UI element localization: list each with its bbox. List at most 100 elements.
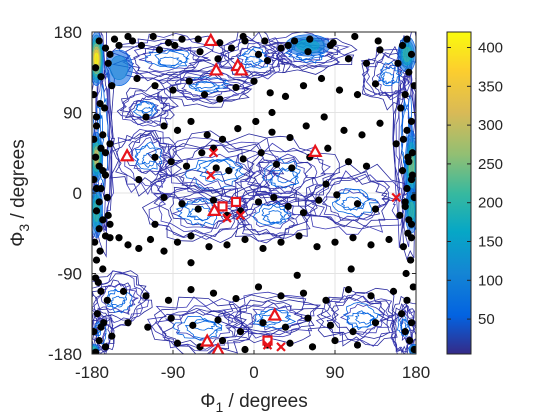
data-point-circle (160, 247, 168, 255)
data-point-circle (96, 99, 104, 108)
data-point-circle (367, 241, 375, 249)
contour-line (141, 169, 250, 244)
data-point-circle (252, 117, 260, 126)
data-point-circle (108, 332, 116, 340)
data-point-circle (164, 39, 173, 47)
data-point-circle (97, 287, 105, 295)
data-point-circle (333, 191, 341, 199)
contour-line (339, 303, 385, 334)
data-point-circle (187, 259, 195, 267)
data-point-circle (171, 41, 179, 50)
contour-line (134, 141, 163, 171)
data-point-circle (209, 289, 218, 297)
data-point-circle (284, 202, 292, 211)
data-point-circle (223, 241, 231, 249)
data-point-circle (164, 296, 173, 304)
data-point-triangle (234, 62, 249, 76)
data-point-circle (322, 296, 330, 304)
data-point-circle (232, 294, 240, 303)
data-point-circle (398, 167, 407, 175)
data-point-circle (261, 37, 269, 45)
data-point-circle (407, 256, 415, 264)
data-point-circle (277, 292, 285, 300)
contour-line (252, 201, 292, 226)
data-point-circle (401, 328, 409, 336)
contour-line (134, 144, 157, 165)
contour-line (148, 176, 255, 240)
contour-line (331, 294, 394, 338)
data-point-circle (92, 207, 101, 215)
contour-line (354, 311, 376, 325)
data-point-circle (173, 126, 182, 134)
data-point-circle (92, 122, 101, 130)
data-point-circle (239, 155, 247, 163)
data-point-circle (137, 41, 146, 50)
data-point-circle (187, 117, 195, 126)
data-point-circle (293, 271, 301, 279)
y-tick-label: 90 (63, 104, 82, 123)
data-point-circle (277, 44, 285, 52)
data-point-x (222, 213, 232, 223)
data-point-circle (225, 167, 233, 175)
contour-line (380, 65, 400, 85)
data-point-circle (218, 336, 227, 345)
data-point-circle (216, 39, 224, 47)
data-point-circle (344, 158, 353, 166)
contour-line (157, 307, 251, 354)
data-point-circle (403, 296, 411, 304)
data-point-circle (101, 343, 110, 351)
data-point-circle (146, 235, 155, 244)
data-point-circle (103, 296, 111, 304)
data-point-circle (194, 35, 202, 43)
contour-line (237, 48, 272, 69)
data-point-triangle (208, 62, 224, 76)
data-point-circle (101, 104, 109, 112)
x-stroke (262, 340, 273, 350)
data-point-circle (315, 196, 323, 204)
data-point-circle (392, 140, 400, 148)
contour-line (331, 188, 379, 218)
x-tick-label: -180 (75, 363, 109, 382)
contour-line (147, 296, 253, 352)
y-axis-subscript: 3 (16, 224, 32, 232)
contour-line (119, 90, 169, 121)
data-point-circle (93, 310, 101, 318)
data-point-circle (216, 95, 224, 103)
data-point-circle (344, 55, 353, 63)
contour-line (169, 186, 239, 229)
data-point-circle (259, 319, 267, 327)
data-point-circle (349, 234, 357, 242)
data-point-circle (277, 238, 285, 246)
contour-line (230, 45, 278, 77)
data-point-circle (405, 216, 413, 224)
data-point-circle (95, 225, 103, 233)
x-tick-label: 90 (326, 363, 345, 382)
data-point-circle (92, 91, 98, 99)
data-point-circle (401, 198, 409, 206)
data-point-square (230, 196, 242, 208)
data-point-circle (227, 44, 236, 52)
data-point-circle (351, 32, 359, 41)
data-point-circle (302, 122, 310, 130)
x-stroke (206, 170, 216, 180)
data-point-circle (299, 82, 308, 90)
contour-line (157, 137, 281, 210)
contour-hotspot (109, 55, 129, 81)
data-point-circle (374, 37, 382, 45)
data-point-circle (212, 164, 220, 172)
data-point-circle (268, 128, 276, 136)
contour-line (392, 307, 413, 352)
contour-line (100, 283, 139, 314)
data-point-circle (399, 243, 407, 251)
contour-line (183, 198, 219, 221)
x-stroke (391, 192, 401, 203)
contour-line (144, 49, 190, 69)
contour-line (179, 153, 257, 196)
data-point-circle (101, 171, 110, 179)
data-point-circle (209, 196, 218, 204)
data-point-circle (160, 193, 168, 202)
contour-line (264, 210, 284, 224)
data-point-circle (239, 32, 247, 41)
data-point-x (206, 170, 216, 180)
data-point-circle (142, 292, 150, 300)
